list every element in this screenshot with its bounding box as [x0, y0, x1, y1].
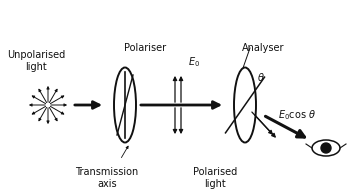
- Text: Polariser: Polariser: [124, 43, 166, 53]
- Text: Unpolarised
light: Unpolarised light: [7, 50, 65, 72]
- Ellipse shape: [234, 68, 256, 143]
- Text: Analyser: Analyser: [242, 43, 284, 53]
- Text: $E_0$cos $\theta$: $E_0$cos $\theta$: [278, 108, 316, 122]
- Ellipse shape: [114, 68, 136, 143]
- Circle shape: [321, 143, 331, 153]
- Text: Transmission
axis: Transmission axis: [75, 167, 139, 189]
- Text: $E_0$: $E_0$: [188, 55, 200, 69]
- Text: Polarised
light: Polarised light: [193, 167, 237, 189]
- Text: $\theta$: $\theta$: [257, 71, 265, 83]
